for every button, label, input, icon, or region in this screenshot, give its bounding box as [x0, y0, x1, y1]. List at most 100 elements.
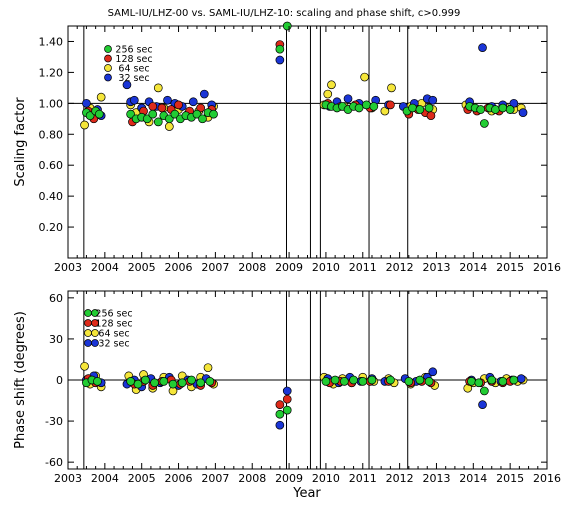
x-tick-label: 2008 [238, 261, 266, 274]
legend-marker [84, 329, 92, 337]
legend-marker [84, 309, 92, 317]
data-point-32sec [82, 98, 91, 108]
data-point-32sec [282, 386, 292, 396]
y-tick-label: 0.80 [39, 128, 64, 141]
legend-marker [91, 319, 99, 327]
phase-y-ticks: -60 -30 0 30 60 [45, 292, 547, 469]
data-point-256sec [487, 375, 497, 385]
data-point-256sec [282, 21, 292, 31]
data-point-256sec [85, 111, 95, 121]
y-tick-label: 0 [56, 374, 63, 387]
data-point-256sec [159, 377, 169, 386]
phase-x-ticks: 2003 2004 2005 2006 2007 2008 2009 2010 2011 2012… [54, 291, 561, 485]
data-point-256sec [198, 114, 207, 124]
legend-label: 128 sec [115, 54, 152, 65]
data-point-32sec [188, 97, 198, 107]
legend-marker [84, 339, 92, 347]
data-point-256sec [480, 386, 489, 396]
data-point-256sec [275, 44, 285, 54]
data-point-64sec [96, 92, 106, 102]
data-point-256sec [415, 375, 425, 385]
data-point-32sec [518, 108, 528, 117]
y-tick-label: 0.40 [39, 190, 64, 203]
legend-marker [104, 64, 112, 72]
y-tick-label: 30 [49, 333, 63, 346]
y-tick-label: 1.20 [39, 66, 64, 79]
data-point-256sec [187, 375, 196, 385]
x-tick-label: 2009 [275, 261, 303, 274]
x-tick-label: 2015 [496, 261, 524, 274]
phase-data-points [80, 361, 528, 430]
x-tick-label: 2004 [91, 261, 119, 274]
data-point-256sec [196, 378, 205, 388]
data-point-256sec [362, 100, 371, 110]
data-point-128sec [282, 394, 292, 404]
data-point-128sec [148, 102, 158, 111]
x-tick-label: 2010 [312, 261, 340, 274]
legend-marker [104, 45, 112, 53]
data-point-256sec [126, 109, 135, 119]
data-point-256sec [321, 377, 331, 386]
x-tick-label: 2011 [349, 472, 377, 485]
legend-marker [91, 339, 99, 347]
x-tick-label: 2005 [128, 261, 156, 274]
data-point-256sec [209, 109, 218, 119]
data-point-32sec [163, 95, 172, 105]
data-point-256sec [358, 377, 368, 386]
scaling-data-points [80, 21, 528, 131]
data-point-256sec [480, 119, 489, 128]
data-point-64sec [164, 122, 174, 131]
data-point-128sec [275, 400, 285, 409]
data-point-64sec [203, 363, 213, 373]
x-tick-label: 2007 [201, 472, 229, 485]
data-point-256sec [192, 109, 202, 119]
y-tick-label: 1.40 [39, 35, 64, 48]
data-point-256sec [148, 109, 158, 119]
x-tick-label: 2016 [533, 472, 561, 485]
data-point-256sec [94, 109, 104, 119]
data-point-64sec [80, 120, 89, 130]
data-point-128sec [174, 100, 183, 110]
legend-marker [104, 73, 112, 82]
data-point-256sec [330, 375, 340, 385]
x-tick-label: 2006 [165, 261, 193, 274]
x-tick-label: 2010 [312, 472, 340, 485]
data-point-256sec [339, 377, 349, 386]
data-point-256sec [164, 114, 174, 124]
data-point-64sec [387, 83, 396, 93]
y-tick-label: 1.00 [39, 97, 64, 110]
data-point-32sec [343, 94, 353, 104]
phase-shift-panel: -60 -30 0 30 60 2003 2004 2005 2006 2007 2008 2009… [13, 290, 561, 501]
legend-label: 32 sec [98, 339, 129, 350]
data-point-32sec [428, 367, 438, 377]
data-point-256sec [367, 375, 377, 385]
legend-label: 64 sec [98, 329, 129, 340]
y-tick-label: 0.20 [39, 221, 64, 234]
x-tick-label: 2012 [386, 261, 414, 274]
data-point-256sec [170, 109, 180, 119]
legend-label: 256 sec [115, 45, 152, 56]
scaling-event-lines [83, 26, 409, 258]
legend-label: 64 sec [118, 64, 149, 75]
scaling-y-ticks: 0.20 0.40 0.60 0.80 1.00 1.20 1.40 [39, 35, 547, 234]
data-point-32sec [478, 43, 487, 53]
scaling-factor-panel: 0.200.400.600.801.001.201.40 2003 2004 200… [13, 21, 561, 274]
phase-x-axis-label: Year [292, 486, 321, 501]
data-point-32sec [129, 95, 139, 105]
legend-marker [104, 54, 112, 63]
x-tick-label: 2014 [459, 472, 487, 485]
legend-marker [84, 319, 92, 327]
x-tick-label: 2007 [201, 261, 229, 274]
data-point-256sec [467, 377, 476, 386]
data-point-256sec [168, 379, 178, 389]
scaling-y-axis-label: Scaling factor [13, 97, 28, 187]
data-point-256sec [205, 377, 215, 386]
data-point-256sec [424, 377, 434, 386]
x-tick-label: 2014 [459, 261, 487, 274]
data-point-32sec [122, 80, 132, 90]
data-point-32sec [478, 400, 487, 409]
data-point-256sec [141, 375, 150, 385]
data-point-256sec [408, 103, 417, 113]
